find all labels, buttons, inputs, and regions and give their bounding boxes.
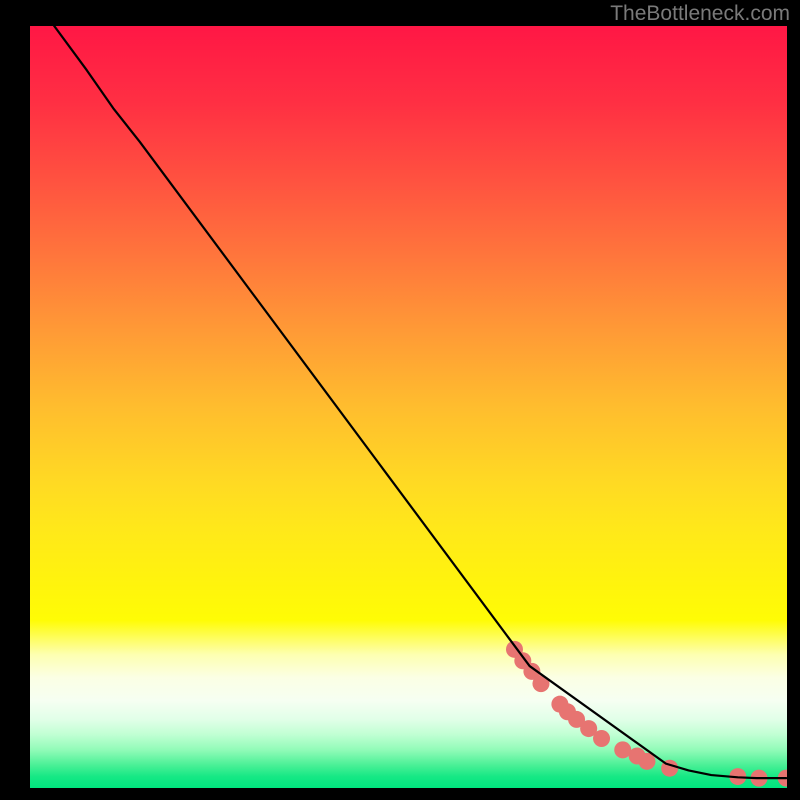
chart-container: TheBottleneck.com xyxy=(0,0,800,800)
data-marker xyxy=(593,730,610,747)
gradient-background xyxy=(30,26,787,788)
chart-svg xyxy=(30,26,787,788)
watermark-text: TheBottleneck.com xyxy=(610,2,790,26)
plot-area xyxy=(30,26,787,788)
